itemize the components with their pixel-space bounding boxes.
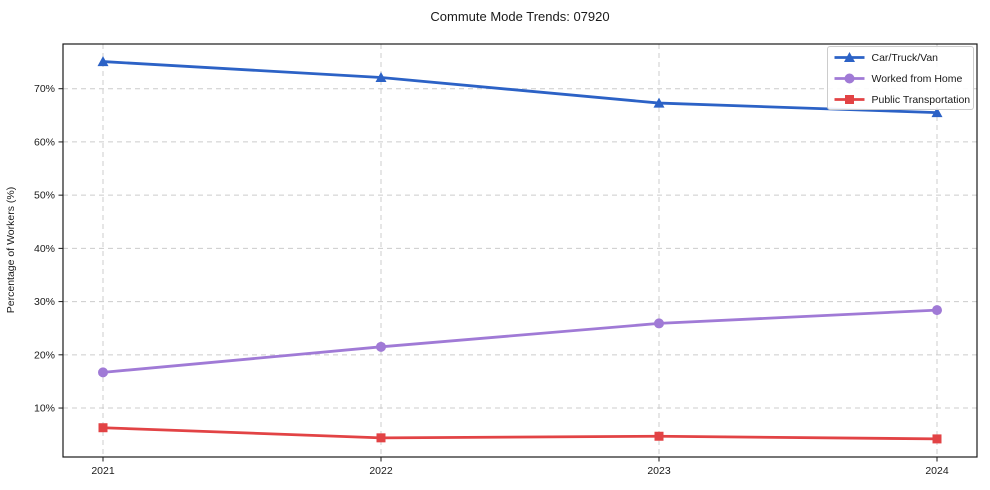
y-tick-label: 70% [34, 83, 55, 95]
data-point-marker [653, 97, 665, 108]
legend-box [827, 46, 974, 110]
series-line [101, 426, 939, 441]
x-tick-label: 2022 [369, 465, 393, 477]
triangle-legend-icon [844, 52, 855, 62]
axis-ticks: 10% 20% 30% 40% 50% 60% 70% 2021 2022 2023 2024 [34, 83, 949, 477]
circle-legend-icon [844, 73, 855, 84]
legend-label: Public Transportation [872, 94, 971, 106]
square-legend-icon [845, 95, 854, 104]
data-point-marker [98, 367, 108, 378]
data-point-marker [654, 431, 664, 441]
y-tick-label: 30% [34, 296, 55, 308]
data-point-marker [932, 434, 942, 444]
data-point-marker [931, 107, 943, 118]
x-tick-label: 2024 [925, 465, 949, 477]
y-tick-label: 40% [34, 243, 55, 255]
chart-title: Commute Mode Trends: 07920 [430, 9, 609, 24]
data-point-marker [932, 305, 942, 316]
series-line [101, 308, 939, 374]
legend-label: Worked from Home [872, 73, 963, 85]
plot-border [62, 43, 978, 458]
data-point-marker [98, 423, 108, 433]
legend-label: Car/Truck/Van [872, 52, 939, 64]
y-tick-label: 20% [34, 349, 55, 361]
x-tick-label: 2023 [647, 465, 671, 477]
y-tick-label: 60% [34, 136, 55, 148]
data-point-marker [654, 318, 664, 329]
data-point-marker [375, 72, 387, 83]
legend: Car/Truck/Van Worked from Home Public Tran… [827, 46, 974, 110]
gridlines [63, 44, 977, 457]
data-point-marker [376, 433, 386, 443]
series-line [101, 60, 939, 115]
data-point-marker [376, 341, 386, 352]
y-tick-label: 50% [34, 190, 55, 202]
series-lines [97, 56, 943, 444]
data-point-marker [97, 56, 109, 67]
x-tick-label: 2021 [91, 465, 115, 477]
y-axis-label: Percentage of Workers (%) [5, 187, 17, 313]
y-tick-label: 10% [34, 403, 55, 415]
